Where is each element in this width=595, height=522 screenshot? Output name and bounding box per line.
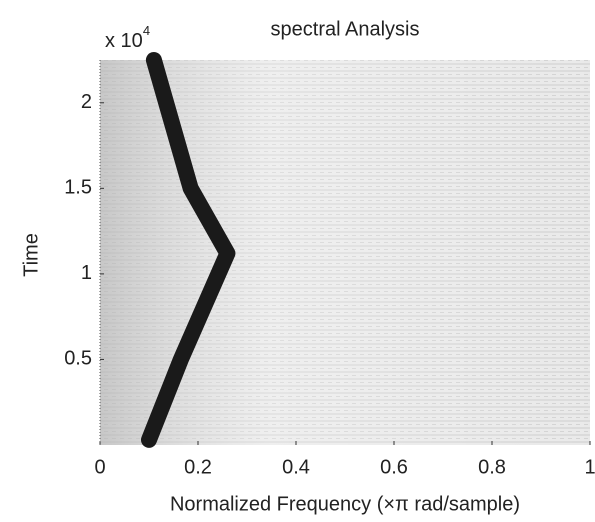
x-tick-label: 1	[584, 456, 595, 478]
y-tick-label: 1	[81, 262, 92, 284]
x-tick-label: 0.6	[380, 456, 408, 478]
chart-title: spectral Analysis	[271, 18, 420, 40]
y-tick-label: 0.5	[64, 348, 92, 370]
y-tick-label: 2	[81, 91, 92, 113]
x-tick-label: 0	[94, 456, 105, 478]
x-tick-label: 0.4	[282, 456, 310, 478]
x-axis-label: Normalized Frequency (×π rad/sample)	[170, 493, 520, 515]
y-multiplier: x 104	[105, 23, 150, 52]
y-tick-label: 1.5	[64, 177, 92, 199]
x-tick-label: 0.2	[184, 456, 212, 478]
x-tick-label: 0.8	[478, 456, 506, 478]
y-axis-label: Time	[20, 233, 42, 277]
spectral-ridge	[141, 52, 236, 448]
spectrogram-shading	[100, 60, 590, 445]
multiplier-exponent: 4	[143, 23, 150, 38]
multiplier-base: x 10	[105, 30, 143, 52]
